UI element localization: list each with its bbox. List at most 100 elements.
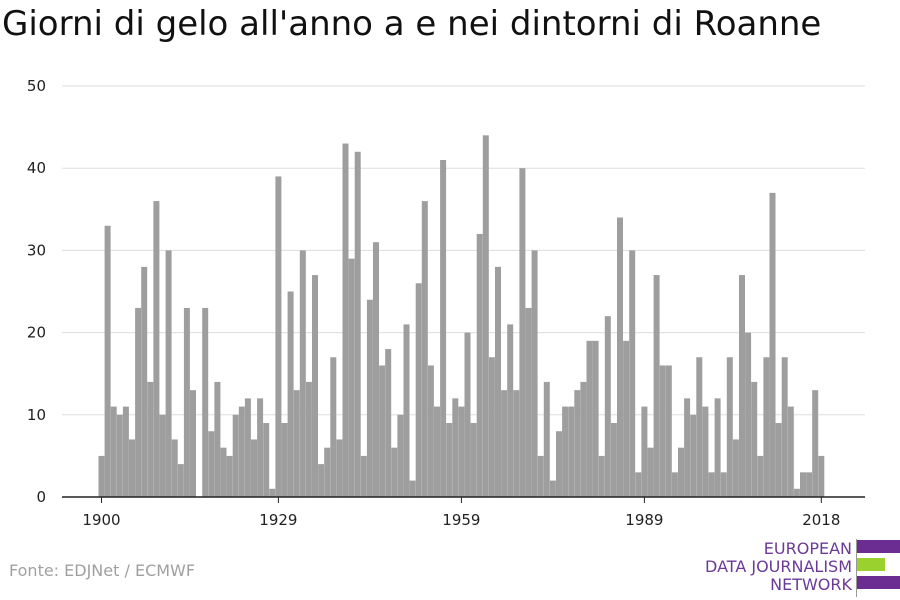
bar (470, 423, 477, 497)
bar (171, 439, 178, 497)
bar (787, 406, 794, 497)
bar (153, 201, 160, 497)
bar (366, 299, 373, 497)
bar (110, 406, 117, 497)
bar (812, 390, 819, 497)
y-tick-label: 30 (27, 241, 46, 259)
bar (98, 455, 105, 497)
bar (531, 250, 538, 497)
bar (702, 406, 709, 497)
bar (781, 357, 788, 497)
bar (281, 423, 288, 497)
bar (537, 455, 544, 497)
bar (501, 390, 508, 497)
logo-bar-1 (857, 540, 900, 553)
bar (354, 151, 361, 497)
bar (446, 423, 453, 497)
bar (488, 357, 495, 497)
bar (458, 406, 465, 497)
bar (665, 365, 672, 497)
bar (543, 381, 550, 497)
bar (562, 406, 569, 497)
bar (464, 332, 471, 497)
bar (379, 365, 386, 497)
bar (293, 390, 300, 497)
bar (714, 398, 721, 497)
bar (641, 406, 648, 497)
bar (476, 233, 483, 497)
x-tick-label: 2018 (802, 511, 840, 529)
y-tick-label: 20 (27, 324, 46, 342)
bar (549, 480, 556, 497)
bar (720, 472, 727, 497)
bar (604, 316, 611, 497)
bar (739, 275, 745, 497)
bar (159, 414, 166, 497)
bar (257, 398, 264, 497)
bar (141, 266, 148, 497)
bar (659, 365, 666, 497)
bar (318, 464, 325, 497)
bar (452, 398, 459, 497)
logo-bar-2 (857, 558, 885, 571)
bar (116, 414, 123, 497)
bar (177, 464, 184, 497)
bar (556, 431, 562, 497)
bar (214, 381, 221, 497)
bar (745, 332, 752, 497)
bar (635, 472, 642, 497)
chart-title: Giorni di gelo all'anno a e nei dintorni… (2, 4, 822, 44)
bar (617, 217, 623, 497)
bar (251, 439, 257, 497)
bar (434, 406, 440, 497)
x-axis-ticks: 1900 1929 1959 1989 2018 (82, 497, 840, 529)
bar (403, 324, 410, 497)
bar (586, 340, 593, 497)
bar (690, 414, 697, 497)
bar (580, 381, 587, 497)
bar (629, 250, 636, 497)
bar (482, 135, 489, 497)
bar (202, 307, 209, 497)
bar (330, 357, 337, 497)
bars (98, 135, 825, 498)
bar (385, 349, 392, 497)
bar (421, 201, 428, 497)
bar (324, 447, 331, 497)
bar (440, 159, 447, 498)
x-tick-label: 1929 (259, 511, 297, 529)
bar (147, 381, 154, 497)
bar (305, 381, 312, 497)
logo-line-1: EUROPEAN (763, 539, 852, 558)
logo-line-2: DATA JOURNALISM (705, 557, 852, 576)
y-tick-label: 40 (27, 159, 46, 177)
bar (208, 431, 215, 497)
bar (647, 447, 654, 497)
bar (135, 307, 142, 497)
bar (336, 439, 343, 497)
bar (507, 324, 514, 497)
bar (568, 406, 575, 497)
bar (373, 242, 379, 497)
x-tick-label: 1900 (82, 511, 120, 529)
y-tick-label: 50 (27, 77, 46, 95)
bar (409, 480, 416, 497)
bar (671, 472, 678, 497)
bar (610, 423, 617, 497)
bar (732, 439, 739, 497)
bar (519, 168, 526, 497)
logo-divider (856, 539, 857, 597)
bar (190, 390, 196, 497)
bar (800, 472, 806, 497)
bar (391, 447, 398, 497)
bar (574, 390, 581, 497)
bar (592, 340, 599, 497)
bar (525, 307, 532, 497)
bar (232, 414, 239, 497)
bar (299, 250, 306, 497)
bar (312, 275, 318, 497)
bar (183, 307, 190, 497)
bar (129, 439, 135, 497)
bar (726, 357, 733, 497)
